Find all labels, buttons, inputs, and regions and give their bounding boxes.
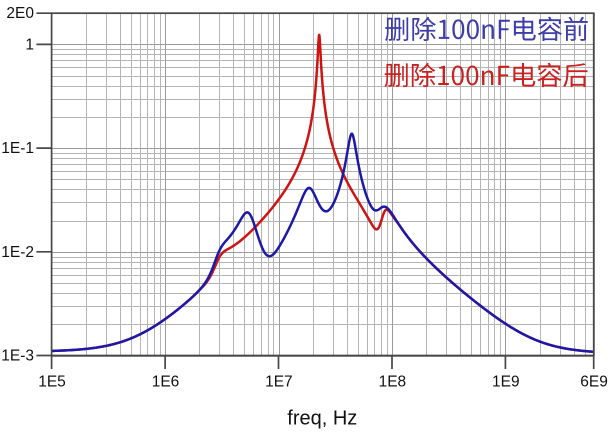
svg-text:2E0: 2E0 [6,5,34,22]
svg-text:1E7: 1E7 [265,373,293,390]
svg-text:1E6: 1E6 [152,373,180,390]
svg-text:6E9: 6E9 [580,373,608,390]
svg-text:freq, Hz: freq, Hz [287,408,357,430]
svg-text:1E8: 1E8 [379,373,407,390]
svg-text:1: 1 [25,36,34,53]
svg-text:1E-3: 1E-3 [1,348,34,365]
svg-text:1E5: 1E5 [38,373,66,390]
svg-text:1E9: 1E9 [492,373,520,390]
svg-text:1E-2: 1E-2 [1,244,34,261]
svg-text:1E-1: 1E-1 [1,140,34,157]
